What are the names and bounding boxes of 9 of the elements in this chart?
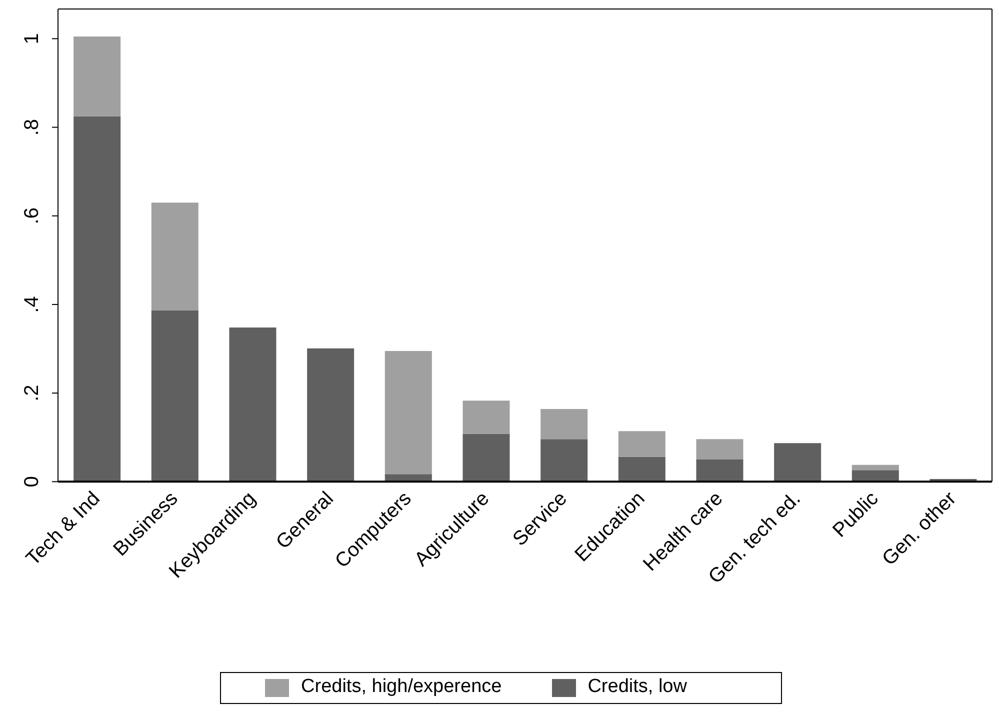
y-tick-label: 1 xyxy=(21,33,43,44)
y-tick-label: .4 xyxy=(21,296,43,313)
legend-label: Credits, high/experence xyxy=(301,676,502,697)
y-tick-label: .6 xyxy=(21,208,43,224)
y-tick-label: .8 xyxy=(21,118,43,136)
y-tick-label: .2 xyxy=(21,384,43,402)
legend-label: Credits, low xyxy=(588,676,687,697)
x-tick-label: Tech & Ind xyxy=(22,488,104,570)
y-tick-label: 0 xyxy=(21,476,43,488)
